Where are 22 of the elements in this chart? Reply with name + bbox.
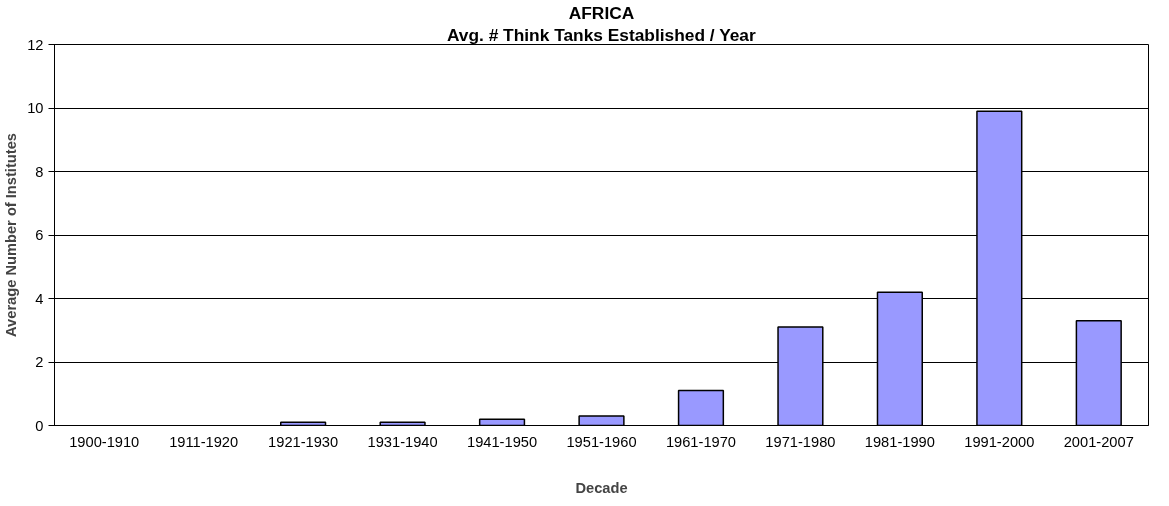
x-axis-title: Decade: [575, 479, 628, 496]
y-tick-label: 2: [35, 354, 44, 370]
x-tick-label: 2001-2007: [1063, 433, 1134, 450]
x-tick-label: 1961-1970: [665, 433, 736, 450]
x-tick-label: 1991-2000: [964, 433, 1035, 450]
chart-title: AFRICA: [568, 2, 635, 23]
x-tick-label: 1900-1910: [69, 433, 140, 450]
y-tick-label: 6: [35, 227, 44, 243]
x-tick-label: 1921-1930: [268, 433, 339, 450]
x-tick-label: 1931-1940: [367, 433, 438, 450]
y-tick-label: 8: [35, 163, 44, 180]
y-tick-label: 10: [27, 100, 44, 116]
y-axis-title: Average Number of Institutes: [3, 133, 20, 337]
x-tick-label: 1981-1990: [864, 433, 935, 450]
x-tick-label: 1911-1920: [169, 433, 239, 450]
x-tick-label: 1971-1980: [765, 433, 836, 450]
x-tick-label: 1941-1950: [467, 433, 538, 450]
y-tick-label: 12: [27, 36, 44, 53]
y-tick-label: 0: [35, 417, 44, 434]
y-tick-label: 4: [35, 290, 44, 307]
chart-subtitle: Avg. # Think Tanks Established / Year: [446, 24, 756, 45]
x-tick-label: 1951-1960: [566, 433, 637, 450]
